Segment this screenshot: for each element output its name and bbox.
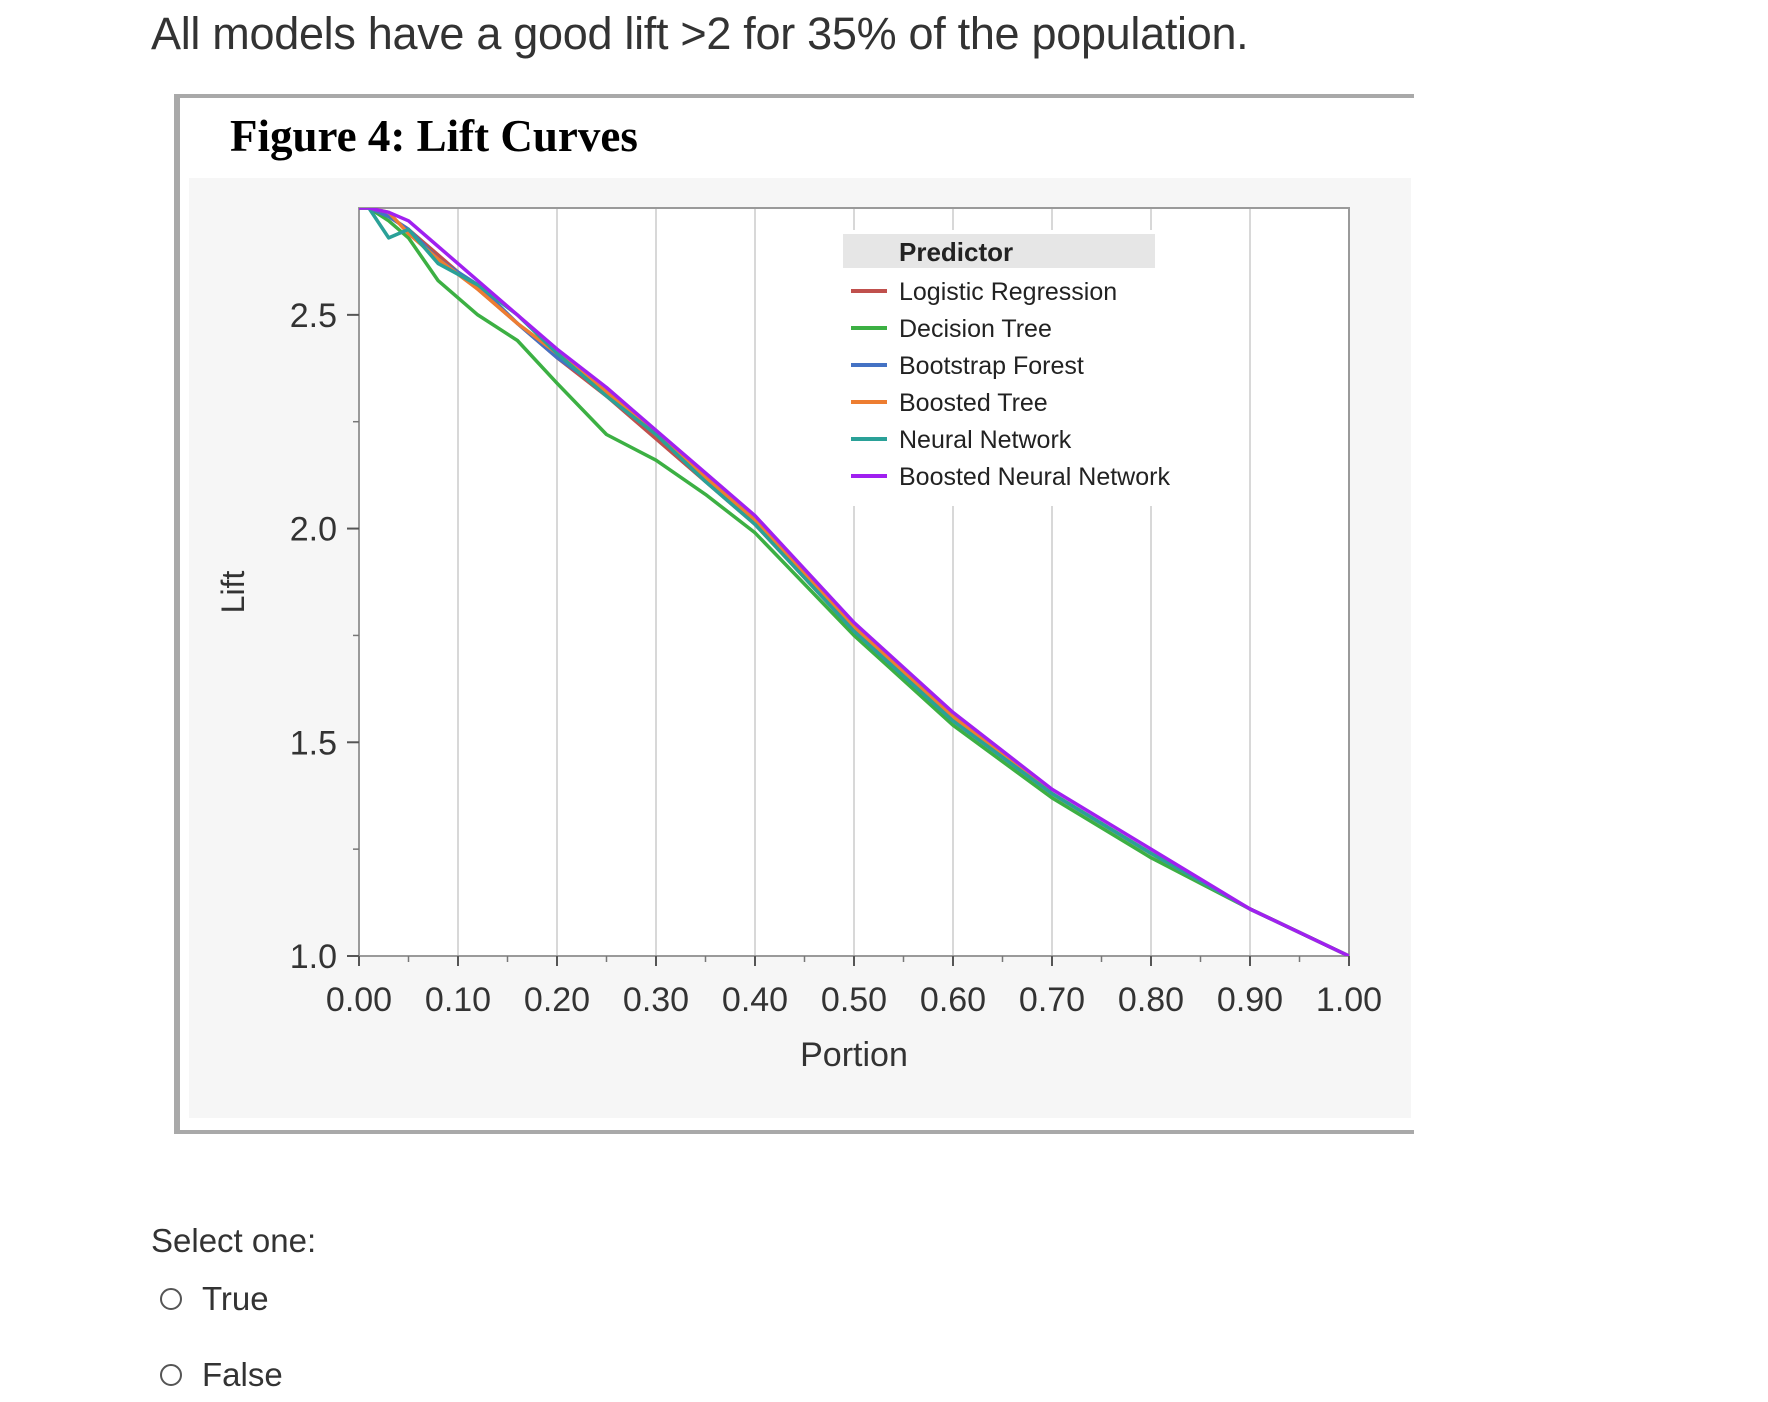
option-true-label: True (202, 1280, 269, 1317)
question-text: All models have a good lift >2 for 35% o… (151, 8, 1249, 59)
radio-true[interactable] (160, 1288, 182, 1310)
option-false-label: False (202, 1356, 283, 1393)
lift-chart-svg: 0.00 0.10 0.20 0.30 0.40 0.50 0.60 0.70 0.80 0.90… (215, 207, 1382, 1074)
x-tick-label: 0.10 (425, 981, 491, 1019)
y-tick-label: 2.0 (290, 511, 337, 549)
legend-title-bg (843, 234, 1155, 268)
x-tick-label: 0.00 (326, 981, 392, 1019)
legend-label: Boosted Tree (899, 389, 1048, 417)
option-false[interactable]: False (160, 1356, 283, 1394)
legend-title: Predictor (899, 237, 1013, 267)
x-tick-label: 0.60 (920, 981, 986, 1019)
x-tick-label: 1.00 (1316, 981, 1382, 1019)
y-tick-label: 1.5 (290, 724, 337, 762)
legend-box (839, 230, 1159, 506)
series-line-decision-tree (359, 208, 1349, 956)
x-tick-label: 0.30 (623, 981, 689, 1019)
x-tick-label: 0.20 (524, 981, 590, 1019)
select-one-label: Select one: (151, 1222, 317, 1259)
legend-label: Neural Network (899, 426, 1072, 454)
x-tick-label: 0.90 (1217, 981, 1283, 1019)
y-tick-label: 1.0 (290, 938, 337, 976)
legend-label: Logistic Regression (899, 278, 1117, 306)
legend-label: Bootstrap Forest (899, 352, 1084, 380)
x-tick-label: 0.70 (1019, 981, 1085, 1019)
series-line-neural-network (359, 208, 1349, 956)
lift-chart: 0.00 0.10 0.20 0.30 0.40 0.50 0.60 0.70 0.80 0.90… (189, 178, 1411, 1118)
x-tick-label: 0.50 (821, 981, 887, 1019)
x-tick-label: 0.40 (722, 981, 788, 1019)
x-tick-label: 0.80 (1118, 981, 1184, 1019)
y-tick-label: 2.5 (290, 297, 337, 335)
series-line-boosted-neural-network (359, 208, 1349, 956)
option-true[interactable]: True (160, 1280, 269, 1318)
radio-false[interactable] (160, 1364, 182, 1386)
y-axis-title: Lift (215, 571, 251, 614)
x-axis-title: Portion (800, 1036, 908, 1074)
legend-label: Boosted Neural Network (899, 463, 1170, 491)
figure-title: Figure 4: Lift Curves (230, 111, 638, 161)
legend-label: Decision Tree (899, 315, 1052, 343)
